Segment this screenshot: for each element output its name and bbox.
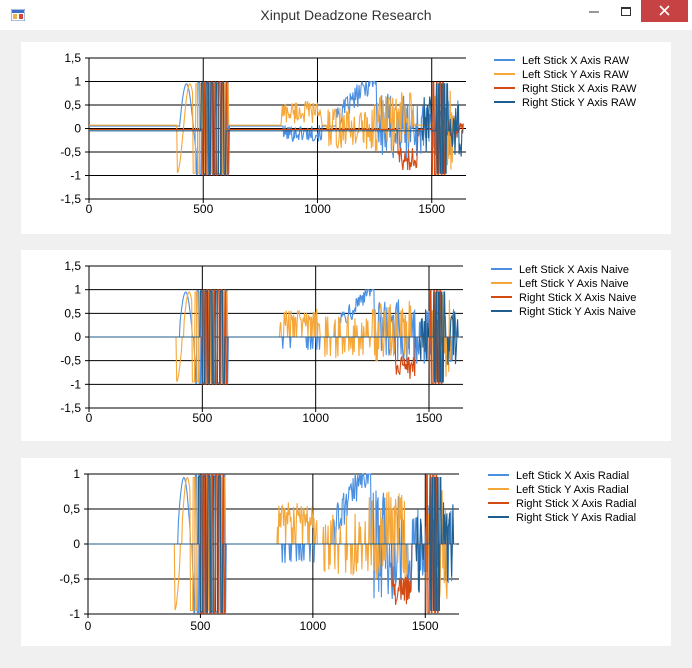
y-tick-label: 1,5	[64, 259, 81, 273]
y-tick-label: -1	[70, 377, 81, 391]
y-tick-label: -0,5	[60, 354, 81, 368]
chart-naive: 1,5 1 0,5 0 -0,5 -1 -1,5 0 500 1000 1500 Left Stick…	[60, 259, 636, 425]
chart-panel-radial: 1 0,5 0 -0,5 -1 0 500 1000 1500 Left Stick X Axis…	[21, 458, 671, 646]
legend-label-left-stick-x: Left Stick X Axis Radial	[516, 470, 629, 482]
y-tick-label: 0,5	[63, 502, 80, 516]
app-icon	[11, 9, 25, 21]
chart-panel-naive: 1,5 1 0,5 0 -0,5 -1 -1,5 0 500 1000 1500 Left Stick…	[21, 250, 671, 441]
y-tick-label: 1	[74, 283, 81, 297]
series-line-right-stick-y	[89, 82, 464, 175]
y-tick-label: 1	[73, 467, 80, 481]
series-line-left-stick-y	[89, 83, 464, 174]
window-title: Xinput Deadzone Research	[260, 7, 432, 23]
x-tick-label: 0	[86, 411, 93, 425]
x-tick-label: 1000	[299, 619, 326, 633]
legend-label-left-stick-y: Left Stick Y Axis Radial	[516, 484, 629, 496]
series-line-right-stick-y	[89, 290, 461, 384]
x-tick-label: 1000	[304, 202, 331, 216]
minimize-button[interactable]	[580, 0, 608, 22]
y-tick-label: 0	[73, 537, 80, 551]
legend-label-right-stick-x: Right Stick X Axis Naive	[519, 292, 636, 304]
title-bar: Xinput Deadzone Research	[0, 0, 692, 30]
maximize-button[interactable]	[612, 0, 640, 22]
y-tick-label: 0	[74, 330, 81, 344]
legend-label-right-stick-y: Right Stick Y Axis RAW	[522, 97, 637, 109]
chart-radial: 1 0,5 0 -0,5 -1 0 500 1000 1500 Left Stick X Axis…	[59, 467, 636, 633]
x-tick-label: 1500	[412, 619, 439, 633]
legend-label-left-stick-y: Left Stick Y Axis Naive	[519, 278, 629, 290]
x-tick-label: 0	[85, 619, 92, 633]
legend-label-left-stick-x: Left Stick X Axis Naive	[519, 264, 629, 276]
chart-raw: 1,5 1 0,5 0 -0,5 -1 -1,5 0 500 1000 1500 Left Stick…	[60, 51, 637, 216]
series-line-right-stick-y	[88, 475, 457, 613]
y-tick-label: 0,5	[64, 98, 81, 112]
series-line-right-stick-x	[89, 81, 464, 176]
x-tick-label: 1500	[418, 202, 445, 216]
legend-label-right-stick-x: Right Stick X Axis RAW	[522, 83, 637, 95]
x-tick-label: 1000	[302, 411, 329, 425]
y-tick-label: 0	[74, 122, 81, 136]
legend-label-right-stick-x: Right Stick X Axis Radial	[516, 498, 636, 510]
y-tick-label: 0,5	[64, 306, 81, 320]
y-tick-label: -1,5	[60, 192, 81, 206]
x-tick-label: 500	[190, 619, 210, 633]
y-tick-label: -0,5	[59, 572, 80, 586]
x-tick-label: 500	[193, 202, 213, 216]
y-tick-label: -1	[69, 607, 80, 621]
chart-panel-raw: 1,5 1 0,5 0 -0,5 -1 -1,5 0 500 1000 1500 Left Stick…	[21, 42, 671, 234]
y-tick-label: -1,5	[60, 401, 81, 415]
y-tick-label: -1	[70, 169, 81, 183]
y-tick-label: 1,5	[64, 51, 81, 65]
legend-label-left-stick-y: Left Stick Y Axis RAW	[522, 69, 629, 81]
x-tick-label: 1500	[416, 411, 443, 425]
x-tick-label: 0	[86, 202, 93, 216]
legend-label-right-stick-y: Right Stick Y Axis Naive	[519, 306, 636, 318]
legend-label-left-stick-x: Left Stick X Axis RAW	[522, 55, 630, 67]
y-tick-label: 1	[74, 75, 81, 89]
legend-label-right-stick-y: Right Stick Y Axis Radial	[516, 512, 636, 524]
y-tick-label: -0,5	[60, 145, 81, 159]
close-button[interactable]	[641, 0, 688, 22]
x-tick-label: 500	[192, 411, 212, 425]
